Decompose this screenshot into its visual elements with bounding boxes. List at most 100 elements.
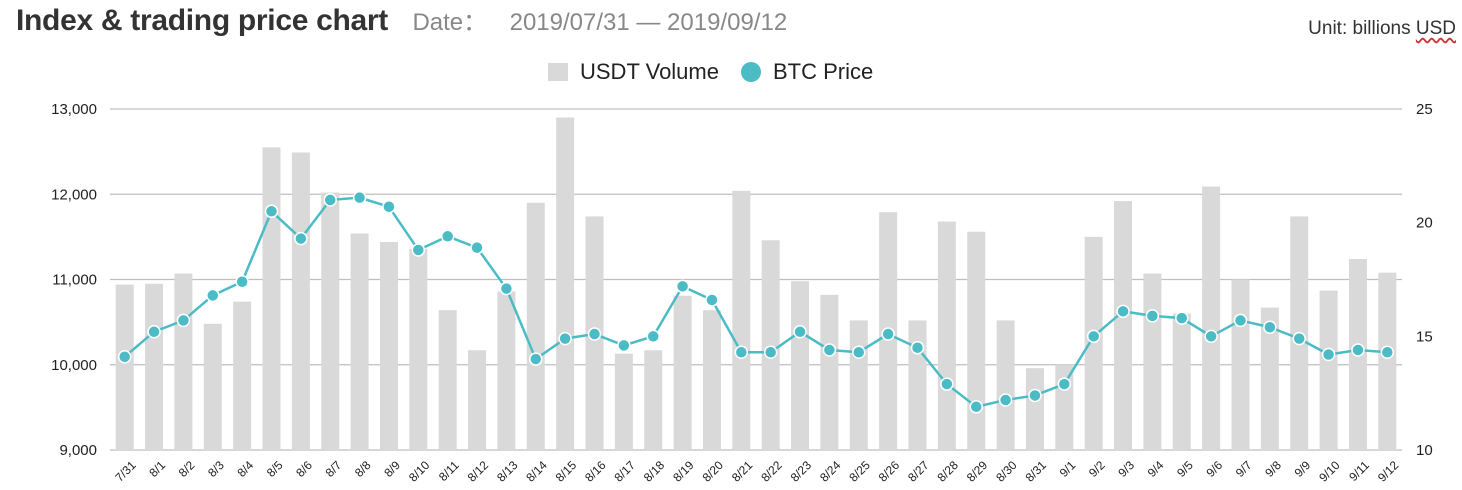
volume-bar	[908, 320, 927, 450]
x-tick-label: 9/6	[1203, 458, 1225, 480]
price-point	[969, 400, 983, 414]
price-point	[617, 338, 631, 353]
volume-bar	[761, 240, 780, 450]
price-point	[1263, 320, 1277, 334]
x-tick-label: 9/10	[1316, 458, 1343, 485]
volume-bar	[996, 320, 1015, 450]
price-point	[705, 293, 719, 307]
price-point	[1116, 304, 1130, 319]
y-left-tick-label: 13,000	[51, 101, 97, 118]
x-tick-label: 8/1	[146, 458, 168, 480]
x-tick-label: 8/25	[846, 458, 873, 485]
price-point	[852, 345, 866, 359]
volume-bar	[644, 350, 663, 450]
price-point	[998, 393, 1013, 407]
volume-bar	[849, 320, 868, 450]
volume-bar	[1172, 313, 1191, 450]
date-label: Date：	[412, 9, 488, 36]
price-point	[176, 313, 191, 328]
unit-prefix: Unit: billions	[1308, 18, 1416, 39]
price-point	[822, 343, 837, 357]
x-tick-label: 8/10	[406, 458, 433, 485]
x-tick-label: 8/12	[465, 458, 492, 485]
y-left-tick-label: 10,000	[51, 357, 97, 374]
x-tick-label: 9/3	[1115, 458, 1137, 480]
price-line	[123, 196, 1388, 409]
legend-item-price[interactable]: BTC Price	[740, 59, 873, 85]
chart-header: Index & trading price chart Date： 2019/0…	[16, 2, 787, 42]
price-point	[264, 204, 279, 219]
x-tick-label: 8/29	[964, 458, 991, 485]
x-tick-label: 9/9	[1292, 458, 1314, 480]
price-point	[1028, 388, 1042, 403]
price-point	[793, 325, 807, 339]
volume-bar	[233, 301, 252, 450]
x-tick-label: 9/11	[1346, 458, 1372, 484]
x-tick-label: 8/2	[176, 458, 198, 480]
volume-bar	[1143, 273, 1162, 450]
volume-bar	[526, 202, 545, 450]
volume-bar	[145, 283, 164, 450]
volume-bar	[673, 295, 692, 450]
price-point	[881, 327, 895, 341]
price-point	[206, 288, 220, 303]
price-point	[470, 240, 484, 255]
price-point	[1233, 313, 1248, 328]
legend-swatch-price	[740, 62, 761, 82]
y-left-tick-label: 11,000	[52, 272, 97, 289]
date-range: 2019/07/31 — 2019/09/12	[509, 9, 788, 36]
y-right-tick-label: 15	[1416, 328, 1433, 345]
x-tick-label: 8/28	[935, 458, 962, 485]
x-tick-label: 8/6	[293, 458, 315, 480]
x-tick-label: 8/27	[905, 458, 932, 485]
y-left-tick-label: 9,000	[59, 442, 97, 459]
volume-bar	[468, 350, 487, 450]
x-tick-label: 9/12	[1375, 458, 1402, 485]
volume-bar	[820, 294, 839, 450]
volume-bar	[937, 221, 956, 450]
x-tick-label: 8/4	[234, 458, 256, 480]
price-point	[1057, 377, 1072, 391]
x-tick-label: 9/4	[1145, 458, 1167, 480]
price-point	[1204, 329, 1218, 344]
volume-bar	[1231, 279, 1250, 450]
price-point	[1086, 329, 1101, 344]
x-tick-label: 8/26	[876, 458, 903, 485]
price-point	[910, 340, 925, 355]
x-tick-label: 8/3	[205, 458, 227, 480]
legend-swatch-volume	[548, 63, 568, 81]
x-tick-label: 9/8	[1262, 458, 1284, 480]
y-right-tick-label: 20	[1416, 215, 1433, 232]
price-point	[646, 329, 660, 344]
unit-currency: USD	[1415, 18, 1456, 39]
y-right-tick-label: 10	[1416, 442, 1433, 459]
volume-bar	[174, 273, 193, 450]
price-point	[763, 345, 778, 359]
x-tick-label: 8/5	[264, 458, 286, 480]
price-point	[147, 325, 161, 339]
volume-bar	[409, 248, 428, 450]
x-tick-label: 9/7	[1233, 458, 1255, 480]
legend-label-volume: USDT Volume	[580, 59, 719, 84]
x-tick-label: 8/31	[1023, 458, 1050, 485]
x-tick-label: 8/7	[323, 458, 345, 480]
volume-bar	[702, 310, 721, 450]
unit-label: Unit: billions USD	[1308, 18, 1456, 40]
x-tick-label: 8/22	[758, 458, 785, 485]
chart-legend: USDT Volume BTC Price	[548, 58, 895, 86]
price-point	[294, 231, 308, 246]
volume-bar	[115, 284, 134, 450]
x-tick-label: 8/16	[582, 458, 609, 485]
price-point	[1380, 345, 1395, 359]
price-point	[117, 350, 132, 364]
y-left-tick-label: 12,000	[51, 186, 97, 203]
legend-item-volume[interactable]: USDT Volume	[548, 59, 719, 85]
price-point	[734, 345, 749, 359]
x-tick-label: 8/24	[817, 458, 844, 485]
x-tick-label: 8/8	[352, 458, 374, 480]
price-point	[1175, 311, 1189, 325]
volume-bar	[1378, 272, 1397, 450]
x-tick-label: 9/5	[1174, 458, 1196, 480]
x-tick-label: 8/14	[523, 458, 550, 485]
